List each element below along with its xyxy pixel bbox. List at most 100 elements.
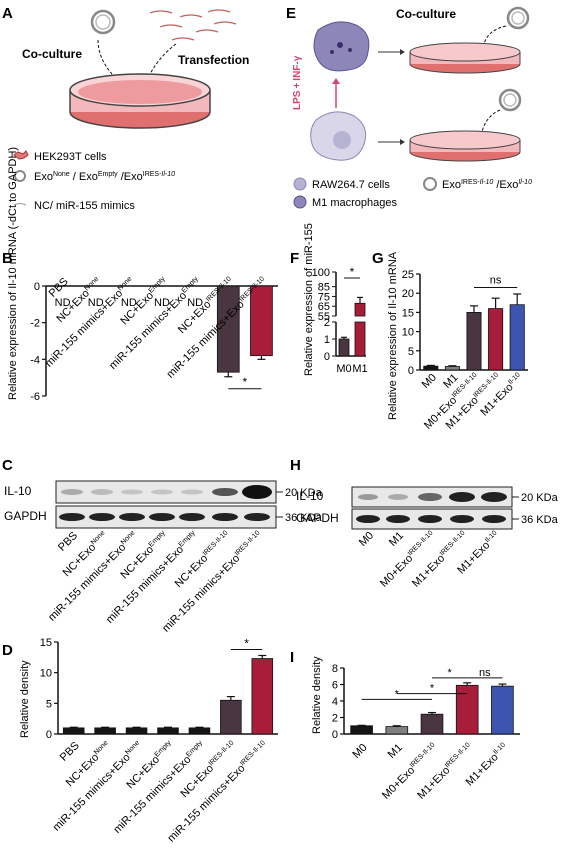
wb-h-gapdh-size: 36 KDa	[521, 514, 559, 526]
chart-i-xlabel-base: M1+Exo	[415, 764, 452, 801]
chart-g-bar	[444, 366, 460, 371]
wb-c-gapdh-size: 36 KDa	[285, 512, 323, 524]
chart-d-xlabel-sup: None	[124, 740, 141, 757]
exo-legend-icon	[14, 170, 26, 182]
chart-b-xlabel-sup: Empty	[181, 275, 200, 294]
chart-b-sig-label: *	[243, 375, 248, 389]
chart-i-xlabel-base: M0	[350, 742, 369, 761]
chart-g-xlabel: M0	[420, 372, 439, 391]
wb-h-xlabel-sup: IRES-Il-10	[439, 530, 467, 558]
wb-h-il10-label: IL-10	[296, 489, 324, 503]
arrow-exo-e1	[483, 25, 507, 45]
chart-d-xlabel-sup: Empty	[185, 739, 204, 758]
chart-d-sig-label: *	[244, 636, 249, 650]
wb-h-xlabel: M0	[357, 530, 376, 549]
chart-i-xlabel-base: M0+Exo	[380, 764, 417, 801]
coculture-label-a: Co-culture	[22, 47, 82, 61]
wb-h-gapdh-label: GAPDH	[296, 511, 339, 525]
chart-g-xlabel-sup: Il-10	[507, 372, 522, 387]
wb-h-xlabel-base: M0+Exo	[378, 552, 415, 589]
m1-legend-icon	[293, 195, 307, 209]
panel-letter-c: C	[2, 457, 13, 474]
chart-g-ytick-label: 5	[408, 346, 414, 358]
chart-b-nd-label: ND	[121, 297, 137, 309]
wb-c-xlabel-sup: IRES-Il-10	[202, 530, 230, 558]
chart-i-ytick-label: 0	[332, 729, 338, 741]
chart-g-xlabel-base: M0	[420, 372, 439, 391]
chart-d-bar	[157, 727, 179, 735]
chart-b-xlabel-sup: None	[117, 276, 134, 293]
legend-exo-a-base: Exo	[34, 171, 53, 183]
chart-b-ytick-label: 0	[34, 281, 40, 293]
wb-c-xlabel: PBS	[56, 530, 80, 554]
chart-d-bar	[125, 727, 148, 735]
hek-cell-icon	[13, 150, 29, 160]
chart-i-sig-label: ns	[479, 667, 491, 679]
chart-b-ytick-label: -6	[30, 391, 40, 403]
chart-i-xlabel-base: M1	[386, 742, 405, 761]
wb-h-xlabel-base: M1+Exo	[455, 539, 492, 576]
western-blot-c: IL-10 GAPDH 20 KDa 36 KDa	[4, 480, 323, 529]
chart-i-bar	[385, 726, 409, 735]
chart-g-xlabel: M1+ExoIl-10	[478, 372, 525, 419]
stimulus-arrowhead	[332, 78, 340, 84]
wb-h-xlabel-base: M1	[387, 530, 406, 549]
chart-i-sig-label: *	[430, 683, 435, 695]
chart-i-ylabel: Relative density	[311, 656, 323, 734]
chart-f-ytick-label: 0	[324, 351, 330, 363]
chart-d-bar	[251, 658, 274, 735]
chart-i-xlabel: M1	[386, 742, 405, 761]
chart-f-bar	[338, 338, 350, 357]
chart-f-ytick-label: 55	[318, 311, 330, 323]
wb-c-xlabel-base: PBS	[56, 530, 80, 554]
legend-mimics: NC/ miR-155 mimics	[34, 200, 135, 212]
chart-d-ytick-label: 15	[40, 637, 52, 649]
panel-letter-b: B	[2, 250, 13, 267]
lps-label: LPS	[292, 90, 303, 110]
wb-c-il10-size: 20 KDa	[285, 487, 323, 499]
chart-i-xlabel-sup: Il-10	[492, 742, 507, 757]
chart-d-xlabel-sup: None	[93, 740, 110, 757]
chart-b-nd-label: ND	[55, 297, 71, 309]
panel-letter-i: I	[290, 649, 294, 666]
chart-g-bar	[423, 365, 439, 371]
raw-cell-icon	[310, 111, 367, 161]
legend-exo-a-sup2: Empty	[98, 171, 118, 178]
panel-letter-d: D	[2, 642, 13, 659]
chart-f-ytick-label: 85	[318, 282, 330, 294]
legend-exo-e-sup2: Il-10	[480, 179, 494, 186]
arrow-exo-e2	[481, 109, 501, 133]
wb-c-bands	[59, 485, 272, 521]
chart-f-ytick-label: 100	[312, 267, 330, 279]
chart-g-ytick-label: 25	[402, 269, 414, 281]
chart-d-bar	[94, 727, 116, 735]
chart-g-ytick-label: 10	[402, 327, 414, 339]
chart-i-xlabel-sup: IRES-Il-10	[409, 742, 437, 770]
legend-exo-a-mid2: /Exo	[118, 171, 143, 183]
chart-d-xlabel: NC+ExoIRES-Il-10	[178, 740, 239, 801]
chart-i-xlabel: M1+ExoIl-10	[464, 742, 511, 789]
exosome-icon-e1	[506, 6, 530, 30]
chart-f-ylabel: Relative expression of miR-155	[303, 223, 315, 376]
chart-f-xlabel: M0	[336, 363, 351, 375]
exosome-icon	[90, 9, 116, 35]
chart-d-ytick-label: 5	[46, 698, 52, 710]
coculture-label-e: Co-culture	[396, 7, 456, 21]
chart-g-bar	[466, 311, 482, 371]
chart-d-ytick-label: 10	[40, 668, 52, 680]
chart-g-ylabel: Relative expression of Il-10 mRNA	[387, 251, 399, 420]
chart-b-xlabel-sup: Empty	[148, 275, 167, 294]
wb-c-xlabel-sup: IRES-Il-10	[234, 530, 262, 558]
chart-i-bar	[455, 684, 479, 735]
chart-i-ytick-label: 4	[332, 696, 338, 708]
chart-f-bar	[354, 302, 366, 317]
chart-i-bar	[491, 685, 514, 735]
chart-f-ytick-label: 65	[318, 301, 330, 313]
legend-m1: M1 macrophages	[312, 197, 397, 209]
chart-g-bar	[488, 308, 504, 371]
wb-h-xlabel: M1	[387, 530, 406, 549]
chart-g-bar	[509, 304, 525, 371]
exosome-icon-e2	[498, 88, 522, 112]
